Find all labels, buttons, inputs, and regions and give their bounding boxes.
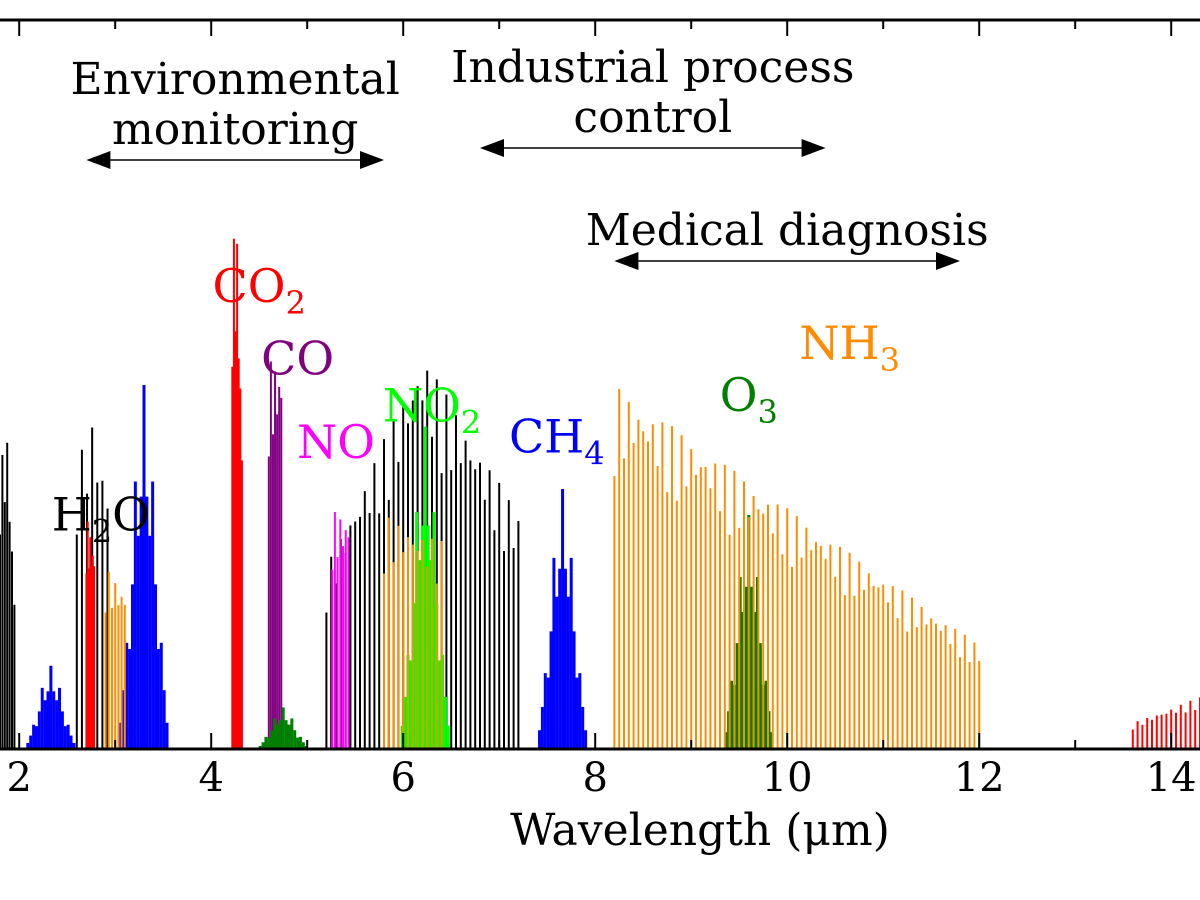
- series-CO2: [85, 238, 1200, 749]
- label-NO: NO: [297, 415, 375, 469]
- arrow-head-left: [614, 252, 639, 270]
- arrow-head-left: [86, 151, 111, 169]
- arrow-head-left: [480, 139, 504, 157]
- x-tick-label: 6: [390, 755, 415, 801]
- label-NH3: NH3: [799, 316, 900, 379]
- series-H2O: [0, 370, 520, 749]
- app-med: Medical diagnosis: [586, 205, 989, 270]
- series-CO: [267, 361, 283, 749]
- arrow-head-right: [801, 139, 826, 157]
- app-label: monitoring: [112, 104, 358, 155]
- x-tick-label: 10: [762, 755, 813, 801]
- app-label: control: [573, 92, 732, 143]
- x-ticks: [18, 20, 1173, 749]
- label-CH4: CH4: [509, 410, 605, 473]
- x-tick-labels: 2 4 6 8 10 12 14: [6, 755, 1196, 801]
- arrow-head-right: [360, 151, 384, 169]
- arrow-head-right: [936, 252, 960, 270]
- series-NO2: [400, 426, 450, 749]
- label-NO2: NO2: [383, 378, 481, 441]
- app-label: Medical diagnosis: [586, 205, 989, 256]
- x-tick-label: 14: [1146, 755, 1197, 801]
- label-H2O: H2O: [52, 488, 150, 551]
- label-CO2: CO2: [213, 259, 306, 322]
- app-label: Environmental: [71, 54, 400, 105]
- absorption-spectra: [0, 238, 1200, 749]
- x-tick-label: 12: [954, 755, 1005, 801]
- series-NH3: [104, 389, 981, 749]
- series-CH4: [26, 385, 588, 749]
- x-axis-label: Wavelength (μm): [510, 805, 890, 856]
- label-CO: CO: [261, 332, 334, 386]
- series-NO: [331, 512, 350, 749]
- app-label: Industrial process: [451, 42, 854, 93]
- x-tick-label: 4: [198, 755, 223, 801]
- label-O3: O3: [720, 368, 778, 431]
- axes: [0, 18, 1200, 751]
- x-tick-label: 2: [6, 755, 31, 801]
- x-tick-label: 8: [582, 755, 607, 801]
